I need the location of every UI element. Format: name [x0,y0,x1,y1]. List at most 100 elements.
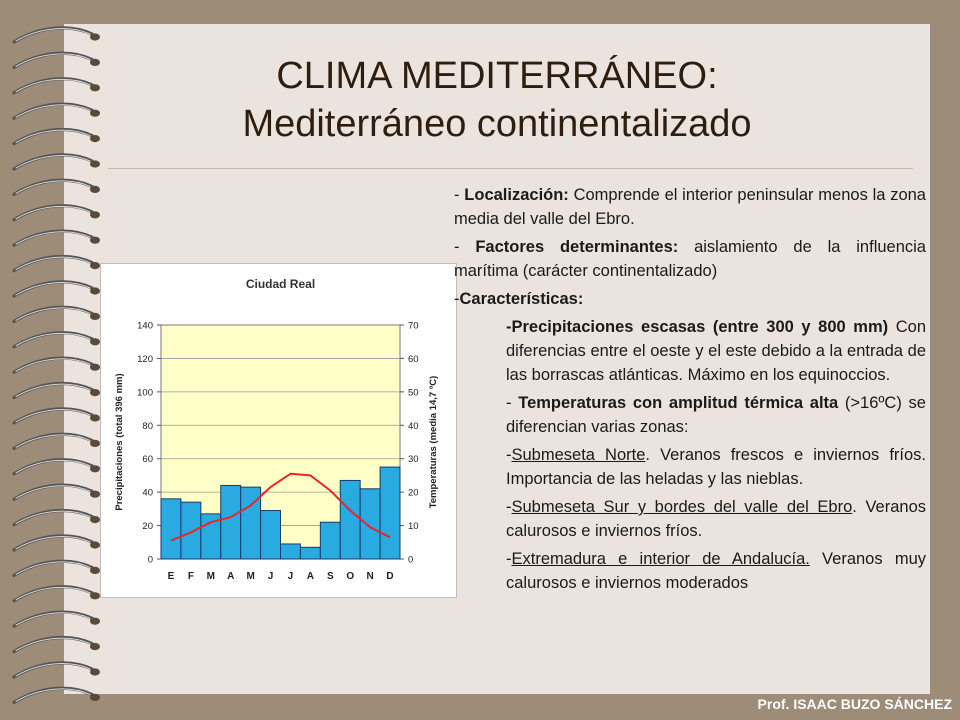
spiral-hole [90,262,100,270]
spiral-wire-highlight [15,205,91,220]
x-tick-label: M [207,571,215,582]
spiral-ring [12,127,100,146]
spiral-hole [90,58,100,66]
spiral-wire [12,280,94,298]
paragraph-precipitaciones: -Precipitaciones escasas (entre 300 y 80… [506,318,926,384]
y-right-tick-label: 60 [408,354,419,365]
label-temperaturas: Temperaturas con amplitud térmica alta [518,394,839,412]
spiral-ring [12,102,100,120]
y-right-tick-label: 30 [408,454,419,465]
spiral-ring [12,559,100,577]
spiral-wire-highlight [15,28,91,42]
spiral-wire-highlight [15,612,91,626]
spiral-hole [90,211,100,219]
precip-bar [220,484,242,560]
spiral-wire-highlight [15,332,91,347]
spiral-ring [12,635,100,654]
spiral-ring [12,26,100,44]
spiral-wire-highlight [15,155,91,169]
y-left-tick-label: 100 [137,387,153,398]
spiral-wire [12,585,94,603]
label-localizacion: Localización: [464,186,569,204]
title-line-2: Mediterráneo continentalizado [242,103,752,145]
spiral-ring [12,483,100,501]
spiral-hole [90,541,100,549]
spiral-wire-highlight [15,663,91,677]
spiral-ring [12,508,100,527]
y-left-tick-label: 60 [142,454,153,465]
paragraph-caracteristicas: -Características: [454,290,584,308]
y-right-tick-label: 70 [408,321,419,332]
spiral-wire-highlight [15,231,91,245]
label-extremadura: Extremadura e interior de Andalucía. [511,550,810,568]
spiral-wire-highlight [15,561,91,575]
precip-bar [260,510,281,560]
spiral-wire-highlight [15,459,91,474]
paragraph-temperaturas: - Temperaturas con amplitud térmica alta… [506,394,926,436]
x-tick-label: M [246,571,254,582]
y-left-tick-label: 20 [142,521,153,532]
chart-title: Ciudad Real [246,277,315,291]
spiral-wire [12,381,94,400]
spiral-wire [12,356,94,374]
spiral-ring [12,356,100,374]
x-tick-label: D [386,571,393,582]
x-tick-label: J [268,571,274,582]
y-left-tick-label: 0 [148,555,153,566]
spiral-wire [12,305,94,323]
label-submeseta-sur: Submeseta Sur y bordes del valle del Ebr… [511,498,853,516]
spiral-hole [90,109,100,117]
y-left-tick-label: 80 [142,421,153,432]
precip-bar [319,521,341,560]
spiral-wire-highlight [15,307,91,321]
spiral-ring [12,178,100,196]
spiral-wire [12,229,94,247]
y-left-axis-label: Precipitaciones (total 396 mm) [114,373,125,510]
spiral-ring [12,661,100,679]
author-footer: Prof. ISAAC BUZO SÁNCHEZ [757,696,952,712]
paragraph-extremadura: -Extremadura e interior de Andalucía. Ve… [506,550,926,592]
spiral-ring [12,204,100,222]
spiral-hole [90,312,100,320]
spiral-hole [90,185,100,193]
spiral-hole [90,363,100,371]
spiral-ring [12,610,100,628]
spiral-hole [90,287,100,295]
paragraph-factores: - Factores determinantes: aislamiento de… [454,238,926,280]
spiral-hole [90,490,100,498]
spiral-wire [12,610,94,628]
spiral-hole [90,693,100,702]
text-precipitaciones: Con diferencias entre el oeste y el este… [506,318,926,384]
spiral-wire [12,26,94,44]
y-right-tick-label: 40 [408,421,419,432]
label-submeseta-norte: Submeseta Norte [511,446,646,464]
spiral-wire-highlight [15,282,91,296]
precip-bar [299,546,321,560]
y-right-axis-label: Temperaturas (media 14,7 ºC) [428,376,439,509]
spiral-wire [12,559,94,577]
y-right-tick-label: 10 [408,521,419,532]
spiral-hole [90,84,100,92]
spiral-wire-highlight [15,434,91,448]
spiral-wire [12,254,94,273]
spiral-wire [12,635,94,654]
spiral-ring [12,407,100,425]
precip-bar [180,501,202,560]
spiral-ring [12,432,100,450]
spiral-hole [90,236,100,244]
spiral-wire-highlight [15,536,91,550]
climate-chart: Ciudad Real 0 20 40 60 80 100 120 140 0 10 20 30 40 50… [100,263,457,598]
spiral-wire-highlight [15,688,91,702]
spiral-wire [12,204,94,222]
content-text: - Localización: Comprende el interior pe… [454,183,926,599]
spiral-wire [12,153,94,171]
spiral-ring [12,458,100,476]
spiral-wire-highlight [15,586,91,601]
spiral-wire [12,407,94,425]
x-tick-label: A [227,571,234,582]
spiral-ring [12,305,100,323]
spiral-wire-highlight [15,180,91,194]
spiral-hole [90,33,100,41]
spiral-ring [12,381,100,400]
label-factores: Factores determinantes: [475,238,679,256]
